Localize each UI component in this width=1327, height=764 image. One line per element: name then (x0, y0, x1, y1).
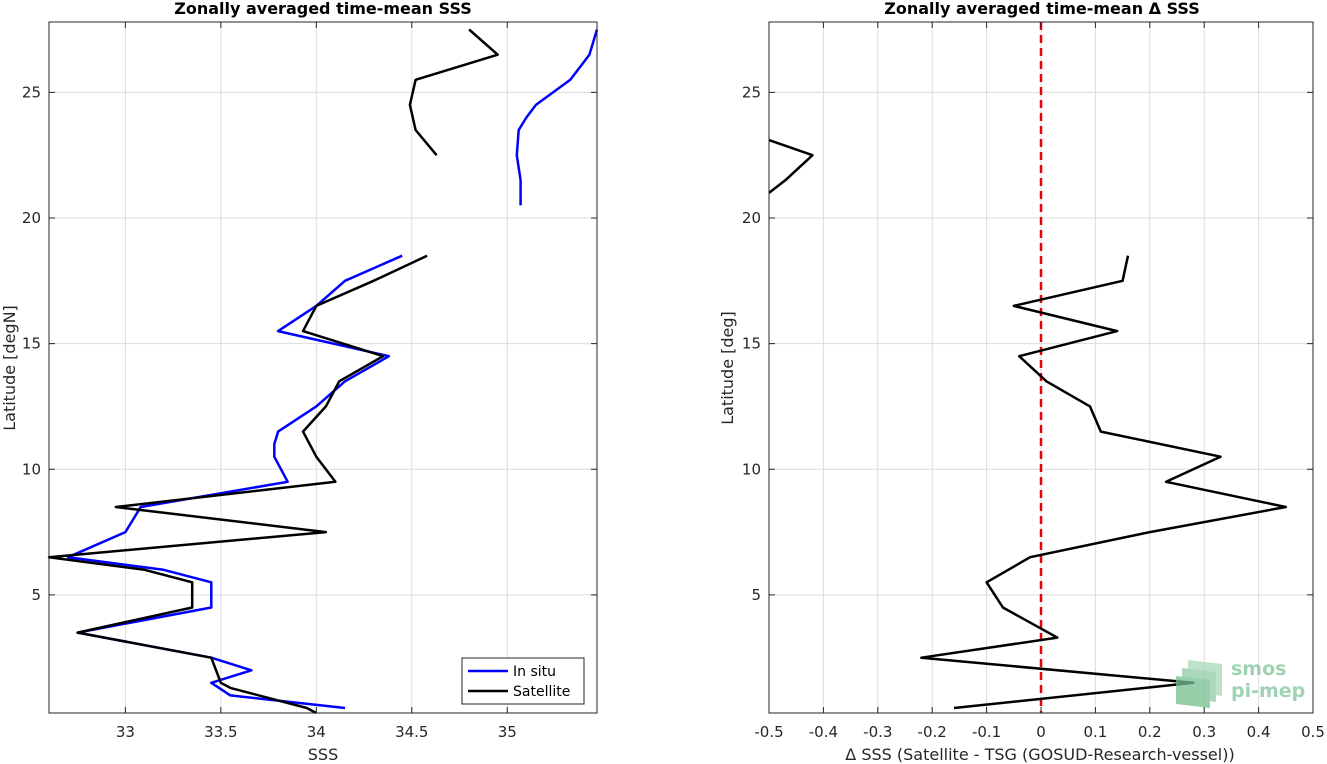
delta-sss-chart-title: Zonally averaged time-mean Δ SSS (884, 0, 1200, 18)
logo-text-pi-mep: pi-mep (1231, 680, 1305, 702)
sss-chart-title: Zonally averaged time-mean SSS (174, 0, 472, 18)
sss-line-satellite (47, 254, 428, 715)
delta-sss-y-tick-label: 20 (742, 209, 761, 227)
sss-x-tick-label: 34.5 (395, 723, 428, 741)
sss-x-tick-label: 35 (498, 723, 517, 741)
delta-sss-x-tick-label: -0.5 (754, 723, 783, 741)
delta-sss-lines (768, 138, 1288, 710)
sss-panel: 33 33.5 34 34.5 35 5 10 15 20 25 Zonally averaged… (0, 0, 599, 764)
sss-x-tick-label: 33 (116, 723, 135, 741)
delta-sss-x-tick-label: -0.3 (863, 723, 892, 741)
delta-sss-x-tick-label: -0.4 (809, 723, 838, 741)
delta-sss-x-tick-label: 0.5 (1301, 723, 1325, 741)
sss-y-tick-label: 5 (31, 586, 41, 604)
sss-x-axis-label: SSS (308, 745, 338, 764)
delta-sss-x-tick-label: 0.3 (1192, 723, 1216, 741)
delta-sss-x-tick-label: 0 (1036, 723, 1046, 741)
delta-sss-y-axis-label: Latitude [deg] (718, 311, 737, 425)
delta-sss-y-tick-label: 10 (742, 460, 761, 478)
sss-y-tick-label: 20 (22, 209, 41, 227)
legend: In situ Satellite (461, 657, 585, 705)
delta-sss-x-tick-label: 0.2 (1138, 723, 1162, 741)
sss-line-in-situ (66, 254, 403, 710)
logo-text-smos: smos (1231, 658, 1286, 680)
sss-y-tick-label: 10 (22, 460, 41, 478)
delta-sss-y-tick-label: 15 (742, 335, 761, 353)
legend-label-in-situ: In situ (513, 664, 556, 680)
sss-y-tick-label: 25 (22, 83, 41, 101)
sss-lines (47, 28, 599, 715)
sss-x-tick-label: 34 (307, 723, 326, 741)
sss-ticks: 33 33.5 34 34.5 35 5 10 15 20 25 (22, 22, 597, 741)
smos-pi-mep-logo: smos pi-mep (1176, 658, 1305, 708)
delta-sss-x-tick-label: -0.2 (918, 723, 947, 741)
sss-line-in-situ (515, 29, 599, 206)
sss-x-tick-label: 33.5 (204, 723, 237, 741)
sss-line-satellite (408, 28, 499, 157)
delta-sss-line-series-0 (768, 138, 814, 194)
delta-sss-y-tick-label: 25 (742, 83, 761, 101)
legend-label-satellite: Satellite (513, 684, 570, 700)
delta-sss-x-tick-label: -0.1 (972, 723, 1001, 741)
delta-sss-x-tick-label: 0.4 (1247, 723, 1271, 741)
logo-waves-graphic (1176, 660, 1222, 708)
delta-sss-x-axis-label: Δ SSS (Satellite - TSG (GOSUD-Research-v… (845, 745, 1234, 764)
sss-grid (49, 22, 597, 713)
delta-sss-line-series-0 (920, 255, 1288, 710)
sss-axes-frame (48, 21, 598, 714)
sss-y-tick-label: 15 (22, 335, 41, 353)
legend-box (461, 657, 585, 705)
delta-sss-ticks: -0.5 -0.4 -0.3 -0.2 -0.1 0 0.1 0.2 0.3 0.4 0.5 5 10 1… (742, 22, 1325, 741)
delta-sss-x-tick-label: 0.1 (1083, 723, 1107, 741)
delta-sss-y-tick-label: 5 (751, 586, 761, 604)
delta-sss-panel: -0.5 -0.4 -0.3 -0.2 -0.1 0 0.1 0.2 0.3 0.4 0.5 5 10 1… (718, 0, 1325, 764)
sss-y-axis-label: Latitude [degN] (0, 305, 19, 431)
